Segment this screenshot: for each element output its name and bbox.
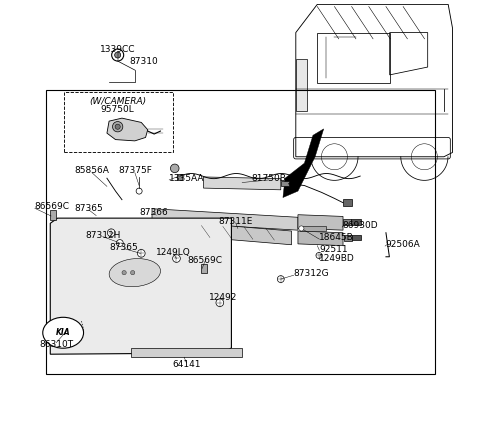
Circle shape (137, 250, 145, 257)
Circle shape (122, 271, 126, 275)
Text: 81750B: 81750B (252, 174, 286, 183)
Circle shape (316, 252, 322, 258)
Text: 87312H: 87312H (85, 231, 120, 240)
Ellipse shape (43, 317, 84, 348)
Circle shape (299, 226, 304, 231)
Polygon shape (298, 231, 343, 246)
Bar (352, 235, 361, 240)
Text: 18645B: 18645B (319, 233, 354, 242)
Text: 95750L: 95750L (101, 106, 134, 114)
Text: 87310: 87310 (129, 57, 158, 66)
Text: 86569C: 86569C (187, 256, 222, 265)
Polygon shape (189, 223, 291, 245)
Bar (201, 264, 206, 273)
Circle shape (112, 49, 124, 61)
Text: 86930D: 86930D (342, 221, 378, 230)
Circle shape (216, 299, 224, 307)
Circle shape (115, 124, 120, 129)
Circle shape (170, 164, 179, 173)
Polygon shape (50, 218, 231, 354)
Polygon shape (107, 118, 148, 141)
Text: KIA: KIA (56, 328, 71, 337)
Circle shape (115, 52, 120, 58)
Polygon shape (152, 208, 298, 230)
Text: 92511: 92511 (319, 244, 348, 254)
Text: 87365: 87365 (110, 243, 139, 252)
Bar (300, 226, 326, 230)
Bar (281, 181, 288, 187)
Polygon shape (298, 215, 343, 230)
Bar (296, 60, 307, 111)
Text: 92506A: 92506A (385, 240, 420, 249)
Bar (343, 219, 351, 226)
Text: 87312G: 87312G (294, 269, 329, 279)
Text: 87366: 87366 (139, 208, 168, 217)
Polygon shape (204, 177, 281, 190)
Circle shape (112, 122, 123, 132)
Circle shape (116, 240, 123, 247)
Text: 1249BD: 1249BD (319, 254, 355, 263)
Bar (343, 199, 352, 206)
Text: 86310T: 86310T (39, 340, 73, 349)
Text: 87311E: 87311E (218, 217, 253, 226)
Bar (50, 210, 56, 220)
Polygon shape (283, 129, 324, 198)
Text: 87365: 87365 (74, 204, 103, 213)
Ellipse shape (109, 258, 160, 287)
Bar (177, 174, 182, 180)
Bar (344, 235, 352, 241)
Text: 85856A: 85856A (74, 166, 109, 176)
Bar (131, 348, 242, 357)
Text: 87375F: 87375F (118, 166, 152, 176)
Circle shape (136, 188, 142, 194)
Circle shape (108, 229, 115, 237)
Text: 1335AA: 1335AA (169, 174, 204, 183)
Bar (64, 92, 173, 152)
Circle shape (173, 254, 180, 262)
Text: (W/CAMERA): (W/CAMERA) (89, 97, 146, 106)
Text: 86569C: 86569C (35, 202, 70, 212)
Text: 1249LQ: 1249LQ (156, 248, 191, 257)
Circle shape (131, 271, 135, 275)
Circle shape (277, 276, 284, 283)
Text: 12492: 12492 (209, 293, 237, 302)
Text: 1339CC: 1339CC (100, 45, 135, 54)
Text: 64141: 64141 (172, 360, 201, 369)
Bar (351, 219, 361, 225)
